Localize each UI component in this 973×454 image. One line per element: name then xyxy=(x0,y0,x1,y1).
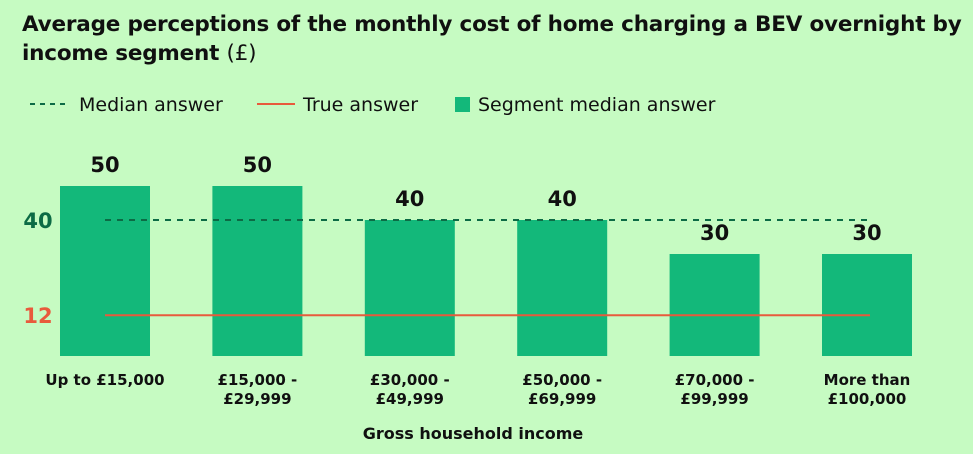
bar-value-label: 30 xyxy=(852,221,881,245)
x-tick-label: £49,999 xyxy=(376,390,444,408)
x-axis-title: Gross household income xyxy=(363,424,584,443)
x-tick-label: £99,999 xyxy=(680,390,748,408)
labels-layer: 50 Up to £15,000 50 £15,000 -£29,999 40 £30,0… xyxy=(23,153,910,408)
median-value-label: 40 xyxy=(23,209,52,233)
x-tick-label: £100,000 xyxy=(828,390,907,408)
x-tick-label: More than xyxy=(824,371,911,389)
legend-segment-swatch xyxy=(455,97,470,112)
chart-title-text: Average perceptions of the monthly cost … xyxy=(22,12,962,66)
bar xyxy=(669,254,760,356)
x-tick-label: £29,999 xyxy=(223,390,291,408)
x-tick-label: £50,000 - xyxy=(522,371,602,389)
chart-title-unit: (£) xyxy=(226,41,257,66)
legend-median-label: Median answer xyxy=(79,94,223,116)
bar-value-label: 50 xyxy=(90,153,119,177)
bar-value-label: 30 xyxy=(700,221,729,245)
x-tick-label: £15,000 - xyxy=(218,371,298,389)
bars-layer xyxy=(60,186,912,356)
legend: Median answer True answer Segment median… xyxy=(30,94,716,116)
reference-lines-layer xyxy=(105,219,870,317)
x-tick-label: Up to £15,000 xyxy=(45,371,164,389)
chart-title: Average perceptions of the monthly cost … xyxy=(22,10,962,68)
x-tick-label: £30,000 - xyxy=(370,371,450,389)
bar-value-label: 40 xyxy=(395,187,424,211)
bar xyxy=(364,220,455,356)
bar-value-label: 50 xyxy=(243,153,272,177)
bar xyxy=(822,254,912,356)
legend-segment-label: Segment median answer xyxy=(478,94,716,116)
x-tick-label: £70,000 - xyxy=(675,371,755,389)
bar xyxy=(212,186,303,356)
true-value-label: 12 xyxy=(23,304,52,328)
bar xyxy=(517,220,608,356)
bar-value-label: 40 xyxy=(548,187,577,211)
x-tick-label: £69,999 xyxy=(528,390,596,408)
bar xyxy=(60,186,150,356)
legend-true-label: True answer xyxy=(302,94,418,116)
